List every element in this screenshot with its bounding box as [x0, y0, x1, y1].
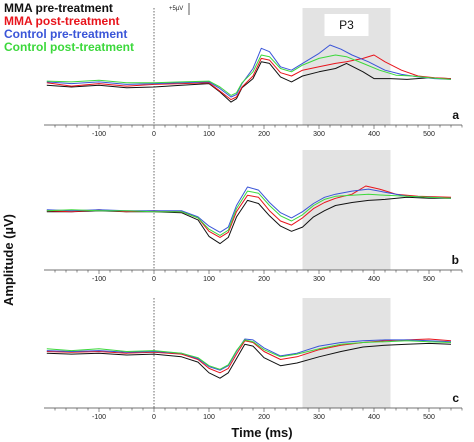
x-tick-label: -100: [92, 131, 106, 138]
panel-b: -100 0 100 200 300 400 500 b: [44, 150, 463, 283]
legend-entry-mma-post: MMA post-treatment: [4, 14, 120, 28]
x-tick-label: 200: [258, 276, 270, 283]
x-tick-label: 0: [152, 414, 156, 421]
series-line-control-pre-treatment: [46, 186, 452, 233]
amplitude-scale-bar: +5µV: [169, 3, 190, 15]
legend: MMA pre-treatment MMA post-treatment Con…: [4, 1, 134, 54]
x-tick-label: 300: [313, 131, 325, 138]
series-line-control-pre-treatment: [46, 44, 452, 98]
y-axis-label: Amplitude (µV): [1, 214, 16, 306]
x-axis-label: Time (ms): [231, 425, 292, 440]
panel-letter-a: a: [452, 108, 459, 122]
series-line-control-post-treatment: [46, 190, 452, 236]
series-line-control-pre-treatment: [46, 338, 452, 371]
legend-entry-control-pre: Control pre-treatment: [4, 27, 127, 41]
x-tick-label: 200: [258, 131, 270, 138]
x-tick-label: 400: [368, 414, 380, 421]
scale-bar-label: +5µV: [169, 6, 183, 12]
x-tick-label: 500: [423, 276, 435, 283]
x-tick-label: 0: [152, 276, 156, 283]
x-tick-label: 100: [203, 276, 215, 283]
panels-layer: -100 0 100 200 300 400 500 a -100 0 100 200 300 400 50…: [44, 8, 463, 421]
x-tick-label: 300: [313, 414, 325, 421]
series-line-mma-post-treatment: [46, 54, 452, 101]
series-line-mma-pre-treatment: [46, 61, 452, 103]
p3-window-band: [302, 298, 391, 408]
legend-entry-mma-pre: MMA pre-treatment: [4, 1, 113, 15]
panel-letter-b: b: [452, 253, 459, 267]
panel-letter-c: c: [452, 391, 459, 405]
x-tick-label: 200: [258, 414, 270, 421]
x-tick-label: -100: [92, 414, 106, 421]
p3-window-label: P3: [339, 18, 354, 32]
panel-c: -100 0 100 200 300 400 500 c: [44, 298, 463, 421]
x-tick-label: -100: [92, 276, 106, 283]
x-tick-label: 400: [368, 131, 380, 138]
x-tick-label: 500: [423, 131, 435, 138]
x-tick-label: 100: [203, 131, 215, 138]
x-tick-label: 0: [152, 131, 156, 138]
series-line-mma-pre-treatment: [46, 342, 452, 379]
x-tick-label: 500: [423, 414, 435, 421]
legend-entry-control-post: Control post-treatment: [4, 40, 134, 54]
p3-window-band: [302, 150, 391, 270]
x-tick-label: 300: [313, 276, 325, 283]
series-line-control-post-treatment: [46, 54, 452, 96]
p3-label-box: [324, 14, 369, 36]
series-line-control-post-treatment: [46, 339, 452, 370]
x-tick-label: 400: [368, 276, 380, 283]
x-tick-label: 100: [203, 414, 215, 421]
